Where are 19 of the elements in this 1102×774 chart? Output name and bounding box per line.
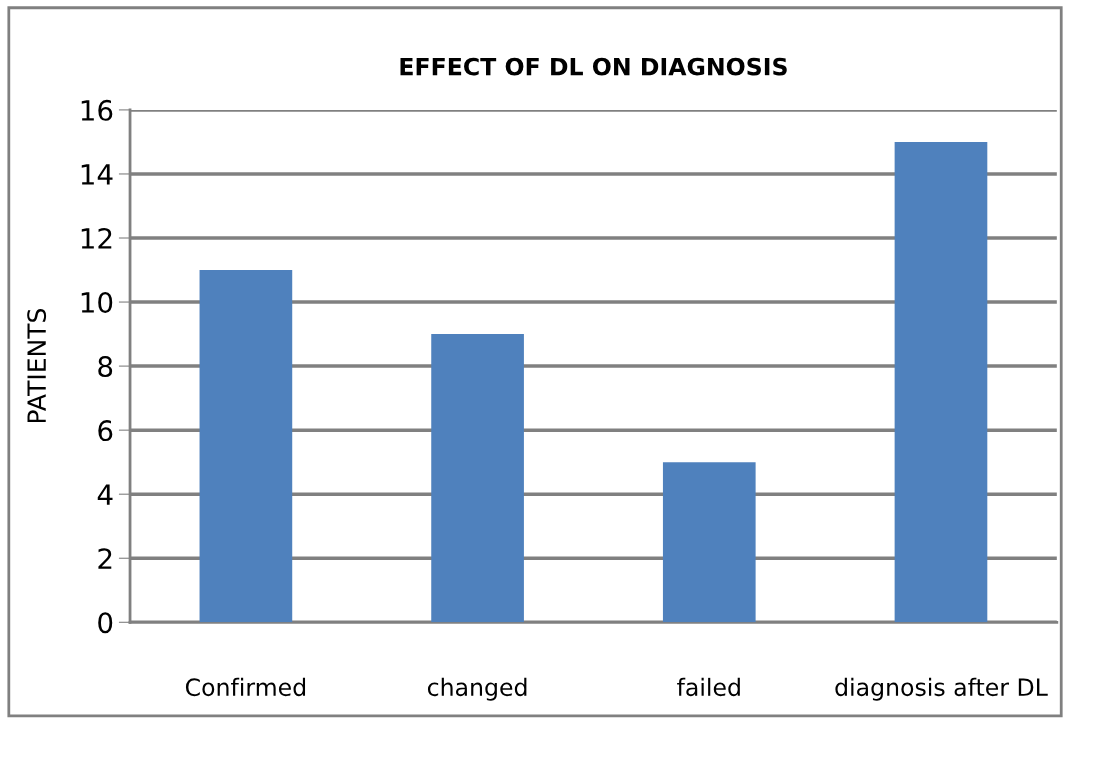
x-tick-label: diagnosis after DL [835,677,1048,701]
y-tick-label: 16 [81,99,113,121]
y-tick-label: 14 [81,164,113,185]
y-tick-label: 12 [81,227,112,249]
y-axis-title: PATIENTS [27,309,47,423]
x-tick-label: failed [677,677,740,697]
y-tick-label: 0 [98,612,113,634]
y-tick-label: 8 [98,356,113,378]
bar [894,141,988,623]
x-tick-label: changed [427,677,527,701]
y-tick-label: 6 [98,420,113,442]
bar [662,462,756,623]
y-tick-label: 2 [98,548,112,569]
bar [199,270,293,623]
y-tick-label: 4 [97,484,113,505]
y-tick-label: 10 [81,291,113,313]
chart-title: EFFECT OF DL ON DIAGNOSIS [400,57,787,76]
bar [431,334,524,623]
x-tick-label: Confirmed [185,677,306,697]
